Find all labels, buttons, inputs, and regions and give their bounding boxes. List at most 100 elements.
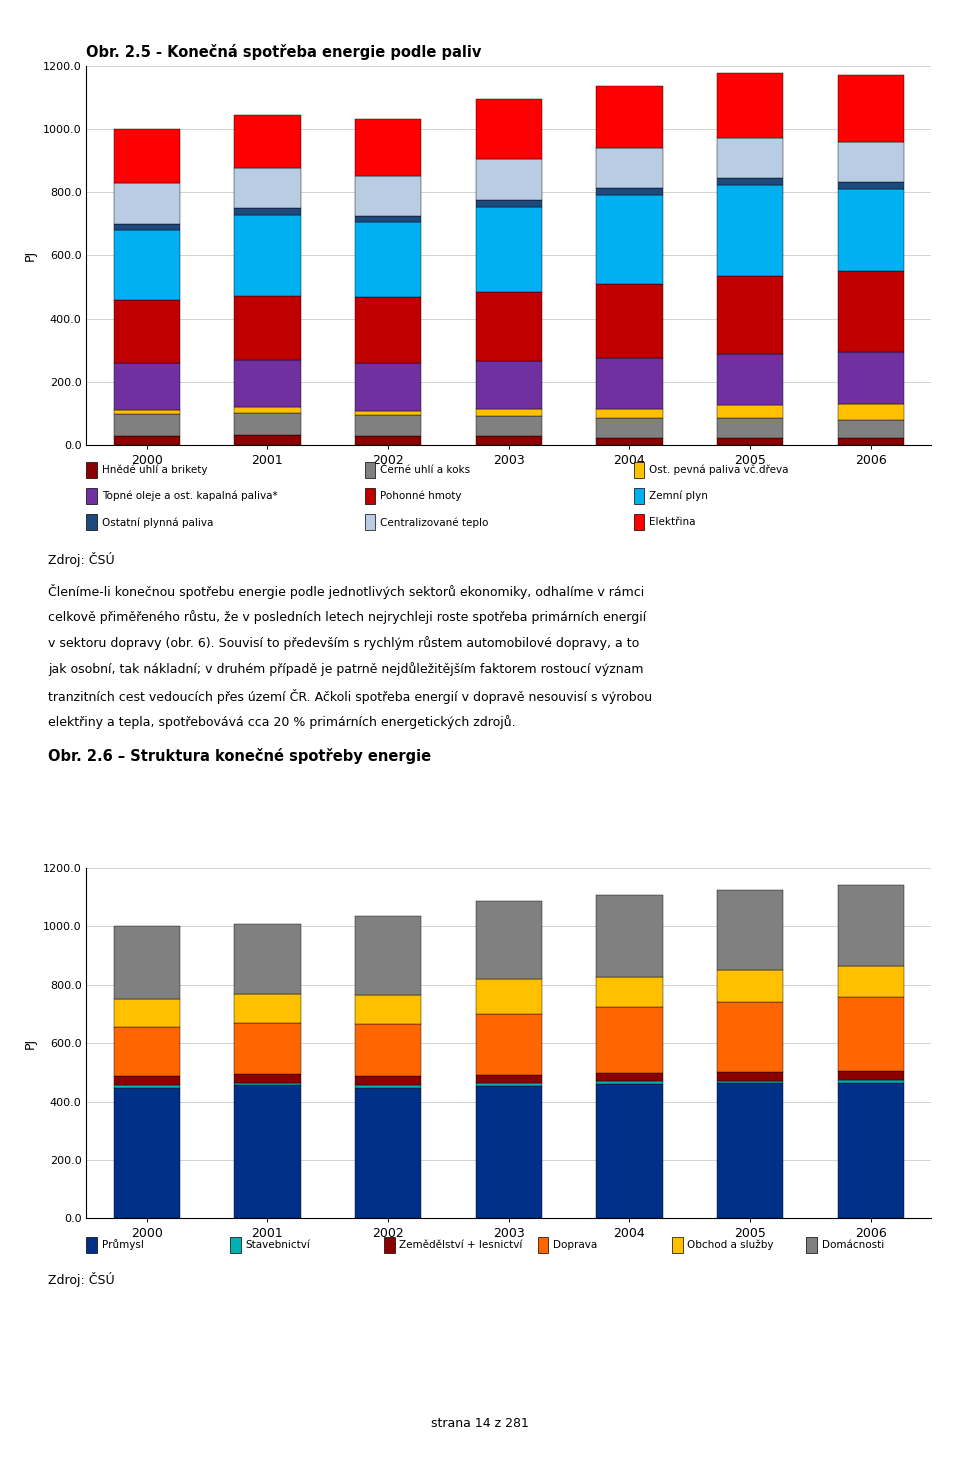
Bar (838, 420, 904, 438)
Text: Obr. 2.5 - Konečná spotřeba energie podle paliv: Obr. 2.5 - Konečná spotřeba energie podl… (86, 44, 482, 60)
Bar (717, 276, 783, 355)
Bar (596, 188, 662, 196)
Bar (355, 120, 421, 175)
Bar (475, 1014, 542, 1075)
Text: Stavebnictví: Stavebnictví (246, 1240, 311, 1249)
Bar (113, 231, 180, 301)
Bar (717, 139, 783, 178)
Bar (838, 182, 904, 190)
Bar (234, 115, 300, 168)
Bar (717, 1081, 783, 1084)
Text: elektřiny a tepla, spotřebovává cca 20 % primárních energetických zdrojů.: elektřiny a tepla, spotřebovává cca 20 %… (48, 715, 516, 730)
Bar (475, 1083, 542, 1085)
Bar (355, 411, 421, 414)
Bar (234, 1023, 300, 1074)
Bar (234, 1083, 300, 1085)
Bar (475, 99, 542, 159)
Text: Elektřina: Elektřina (649, 518, 695, 527)
Bar (234, 413, 300, 435)
Bar (355, 995, 421, 1024)
Bar (717, 1084, 783, 1218)
Bar (475, 200, 542, 207)
Bar (717, 1072, 783, 1081)
Bar (838, 142, 904, 182)
Bar (113, 414, 180, 435)
Bar (355, 414, 421, 436)
Bar (596, 1081, 662, 1084)
Text: strana 14 z 281: strana 14 z 281 (431, 1417, 529, 1430)
Bar (234, 214, 300, 296)
Bar (838, 438, 904, 445)
Bar (838, 353, 904, 404)
Bar (475, 1085, 542, 1218)
Bar (355, 1087, 421, 1218)
Bar (838, 190, 904, 271)
Bar (234, 994, 300, 1023)
Bar (234, 1085, 300, 1218)
Bar (717, 890, 783, 970)
Bar (475, 409, 542, 416)
Bar (838, 966, 904, 996)
Bar (113, 1077, 180, 1085)
Bar (717, 419, 783, 438)
Bar (596, 976, 662, 1007)
Bar (113, 1085, 180, 1088)
Text: Centralizované teplo: Centralizované teplo (380, 516, 489, 528)
Bar (596, 1084, 662, 1218)
Bar (596, 196, 662, 285)
Bar (475, 416, 542, 436)
Y-axis label: PJ: PJ (24, 249, 37, 261)
Bar (234, 1074, 300, 1083)
Text: Ostatní plynná paliva: Ostatní plynná paliva (102, 516, 213, 528)
Bar (717, 406, 783, 419)
Bar (113, 363, 180, 410)
Bar (475, 159, 542, 200)
Bar (355, 216, 421, 222)
Bar (355, 1084, 421, 1087)
Text: Obchod a služby: Obchod a služby (687, 1239, 774, 1250)
Text: Hnědé uhlí a brikety: Hnědé uhlí a brikety (102, 464, 207, 476)
Bar (717, 438, 783, 445)
Text: tranzitních cest vedoucích přes území ČR. Ačkoli spotřeba energií v dopravě neso: tranzitních cest vedoucích přes území ČR… (48, 689, 652, 703)
Bar (717, 73, 783, 139)
Bar (596, 357, 662, 409)
Y-axis label: PJ: PJ (24, 1037, 37, 1049)
Bar (838, 884, 904, 966)
Bar (838, 74, 904, 142)
Bar (234, 209, 300, 214)
Bar (475, 902, 542, 979)
Text: v sektoru dopravy (obr. 6). Souvisí to především s rychlým růstem automobilové d: v sektoru dopravy (obr. 6). Souvisí to p… (48, 636, 639, 651)
Bar (113, 128, 180, 184)
Bar (596, 419, 662, 438)
Bar (596, 438, 662, 445)
Bar (113, 1027, 180, 1077)
Bar (113, 184, 180, 223)
Bar (355, 1077, 421, 1084)
Text: Obr. 2.6 – Struktura konečné spotřeby energie: Obr. 2.6 – Struktura konečné spotřeby en… (48, 748, 431, 765)
Text: Zdroj: ČSÚ: Zdroj: ČSÚ (48, 552, 114, 566)
Bar (234, 296, 300, 360)
Bar (355, 916, 421, 995)
Bar (596, 86, 662, 147)
Bar (234, 435, 300, 445)
Bar (355, 436, 421, 445)
Bar (596, 894, 662, 976)
Bar (717, 355, 783, 406)
Bar (838, 996, 904, 1071)
Text: jak osobní, tak nákladní; v druhém případě je patrně nejdůležitějším faktorem ro: jak osobní, tak nákladní; v druhém přípa… (48, 662, 643, 677)
Bar (475, 360, 542, 409)
Bar (113, 999, 180, 1027)
Bar (234, 168, 300, 209)
Bar (234, 360, 300, 407)
Bar (596, 285, 662, 357)
Text: celkově přiměřeného růstu, že v posledních letech nejrychleji roste spotřeba pri: celkově přiměřeného růstu, že v poslední… (48, 610, 646, 624)
Bar (717, 185, 783, 276)
Bar (596, 1007, 662, 1072)
Text: Zemní plyn: Zemní plyn (649, 490, 708, 502)
Bar (355, 222, 421, 298)
Text: Pohonné hmoty: Pohonné hmoty (380, 490, 462, 502)
Text: Průmysl: Průmysl (102, 1239, 144, 1250)
Text: Černé uhlí a koks: Černé uhlí a koks (380, 465, 470, 474)
Bar (596, 147, 662, 188)
Text: Domácnosti: Domácnosti (822, 1240, 884, 1249)
